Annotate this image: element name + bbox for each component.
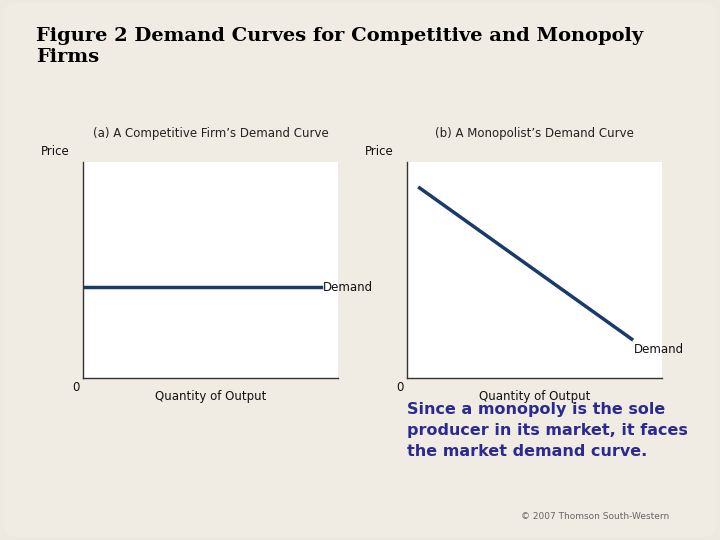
Text: (b) A Monopolist’s Demand Curve: (b) A Monopolist’s Demand Curve xyxy=(435,127,634,140)
Text: Demand: Demand xyxy=(634,343,685,356)
Text: Quantity of Output: Quantity of Output xyxy=(479,389,590,403)
Text: Demand: Demand xyxy=(323,281,373,294)
Text: 0: 0 xyxy=(397,381,404,394)
Text: Price: Price xyxy=(41,145,70,158)
FancyBboxPatch shape xyxy=(4,3,716,537)
Text: Price: Price xyxy=(365,145,394,158)
Text: (a) A Competitive Firm’s Demand Curve: (a) A Competitive Firm’s Demand Curve xyxy=(93,127,328,140)
Text: Figure 2 Demand Curves for Competitive and Monopoly
Firms: Figure 2 Demand Curves for Competitive a… xyxy=(36,27,643,66)
Text: 0: 0 xyxy=(73,381,80,394)
Text: Since a monopoly is the sole
producer in its market, it faces
the market demand : Since a monopoly is the sole producer in… xyxy=(407,402,688,460)
Text: Quantity of Output: Quantity of Output xyxy=(155,389,266,403)
Text: © 2007 Thomson South-Western: © 2007 Thomson South-Western xyxy=(521,512,670,521)
